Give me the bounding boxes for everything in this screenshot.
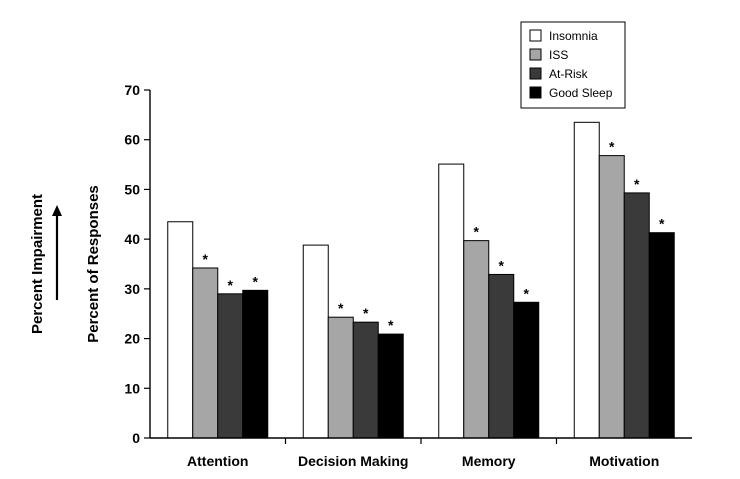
bar — [352, 321, 379, 439]
y-tick-label: 0 — [132, 430, 140, 446]
y-axis: 0 10 20 30 40 50 60 70 — [124, 82, 150, 446]
y-tick-label: 70 — [124, 82, 140, 98]
percent-impairment-label: Percent Impairment — [29, 194, 46, 334]
category-label: Attention — [187, 453, 248, 469]
bar — [623, 192, 650, 439]
significance-marker: * — [524, 285, 530, 301]
significance-marker: * — [499, 257, 505, 273]
significance-marker: * — [203, 251, 209, 267]
bar — [648, 232, 675, 439]
y-tick-label: 20 — [124, 331, 140, 347]
bar — [438, 163, 465, 439]
bar — [513, 301, 540, 439]
category-label: Motivation — [589, 453, 659, 469]
significance-marker: * — [388, 317, 394, 333]
significance-marker: * — [474, 224, 480, 240]
bar — [377, 333, 404, 439]
legend-label: Good Sleep — [549, 86, 613, 100]
bar — [598, 155, 625, 439]
category-labels: Attention Decision Making Memory Motivation — [187, 453, 659, 469]
bars: * * * * * * * * * * * * — [167, 121, 675, 439]
bar — [302, 244, 329, 439]
bar — [327, 316, 354, 439]
significance-marker: * — [228, 277, 234, 293]
category-label: Decision Making — [298, 453, 408, 469]
y-tick-label: 50 — [124, 181, 140, 197]
significance-marker: * — [338, 300, 344, 316]
significance-marker: * — [634, 176, 640, 192]
bar — [192, 267, 219, 439]
legend-swatch — [529, 29, 542, 42]
significance-marker: * — [253, 273, 259, 289]
bar — [573, 121, 600, 439]
legend-label: Insomnia — [549, 29, 598, 43]
bar — [488, 273, 515, 439]
y-axis-label: Percent of Responses — [85, 185, 102, 343]
significance-marker: * — [363, 305, 369, 321]
percent-impairment-annotation: Percent Impairment — [29, 194, 62, 334]
axes — [149, 90, 692, 444]
y-tick-label: 60 — [124, 132, 140, 148]
legend-swatch — [529, 48, 542, 61]
impairment-arrow-head — [52, 205, 62, 216]
bar — [167, 221, 194, 439]
legend-swatch — [529, 67, 542, 80]
bar — [242, 289, 269, 439]
legend-label: At-Risk — [549, 67, 589, 81]
significance-marker: * — [609, 139, 615, 155]
y-tick-label: 10 — [124, 380, 140, 396]
y-tick-label: 40 — [124, 231, 140, 247]
bar — [463, 240, 490, 439]
legend-label: ISS — [549, 48, 568, 62]
y-tick-label: 30 — [124, 281, 140, 297]
legend-swatch — [529, 86, 542, 99]
legend: Insomnia ISS At-Risk Good Sleep — [520, 21, 626, 109]
bar — [217, 293, 244, 439]
significance-marker: * — [659, 216, 665, 232]
category-label: Memory — [462, 453, 516, 469]
